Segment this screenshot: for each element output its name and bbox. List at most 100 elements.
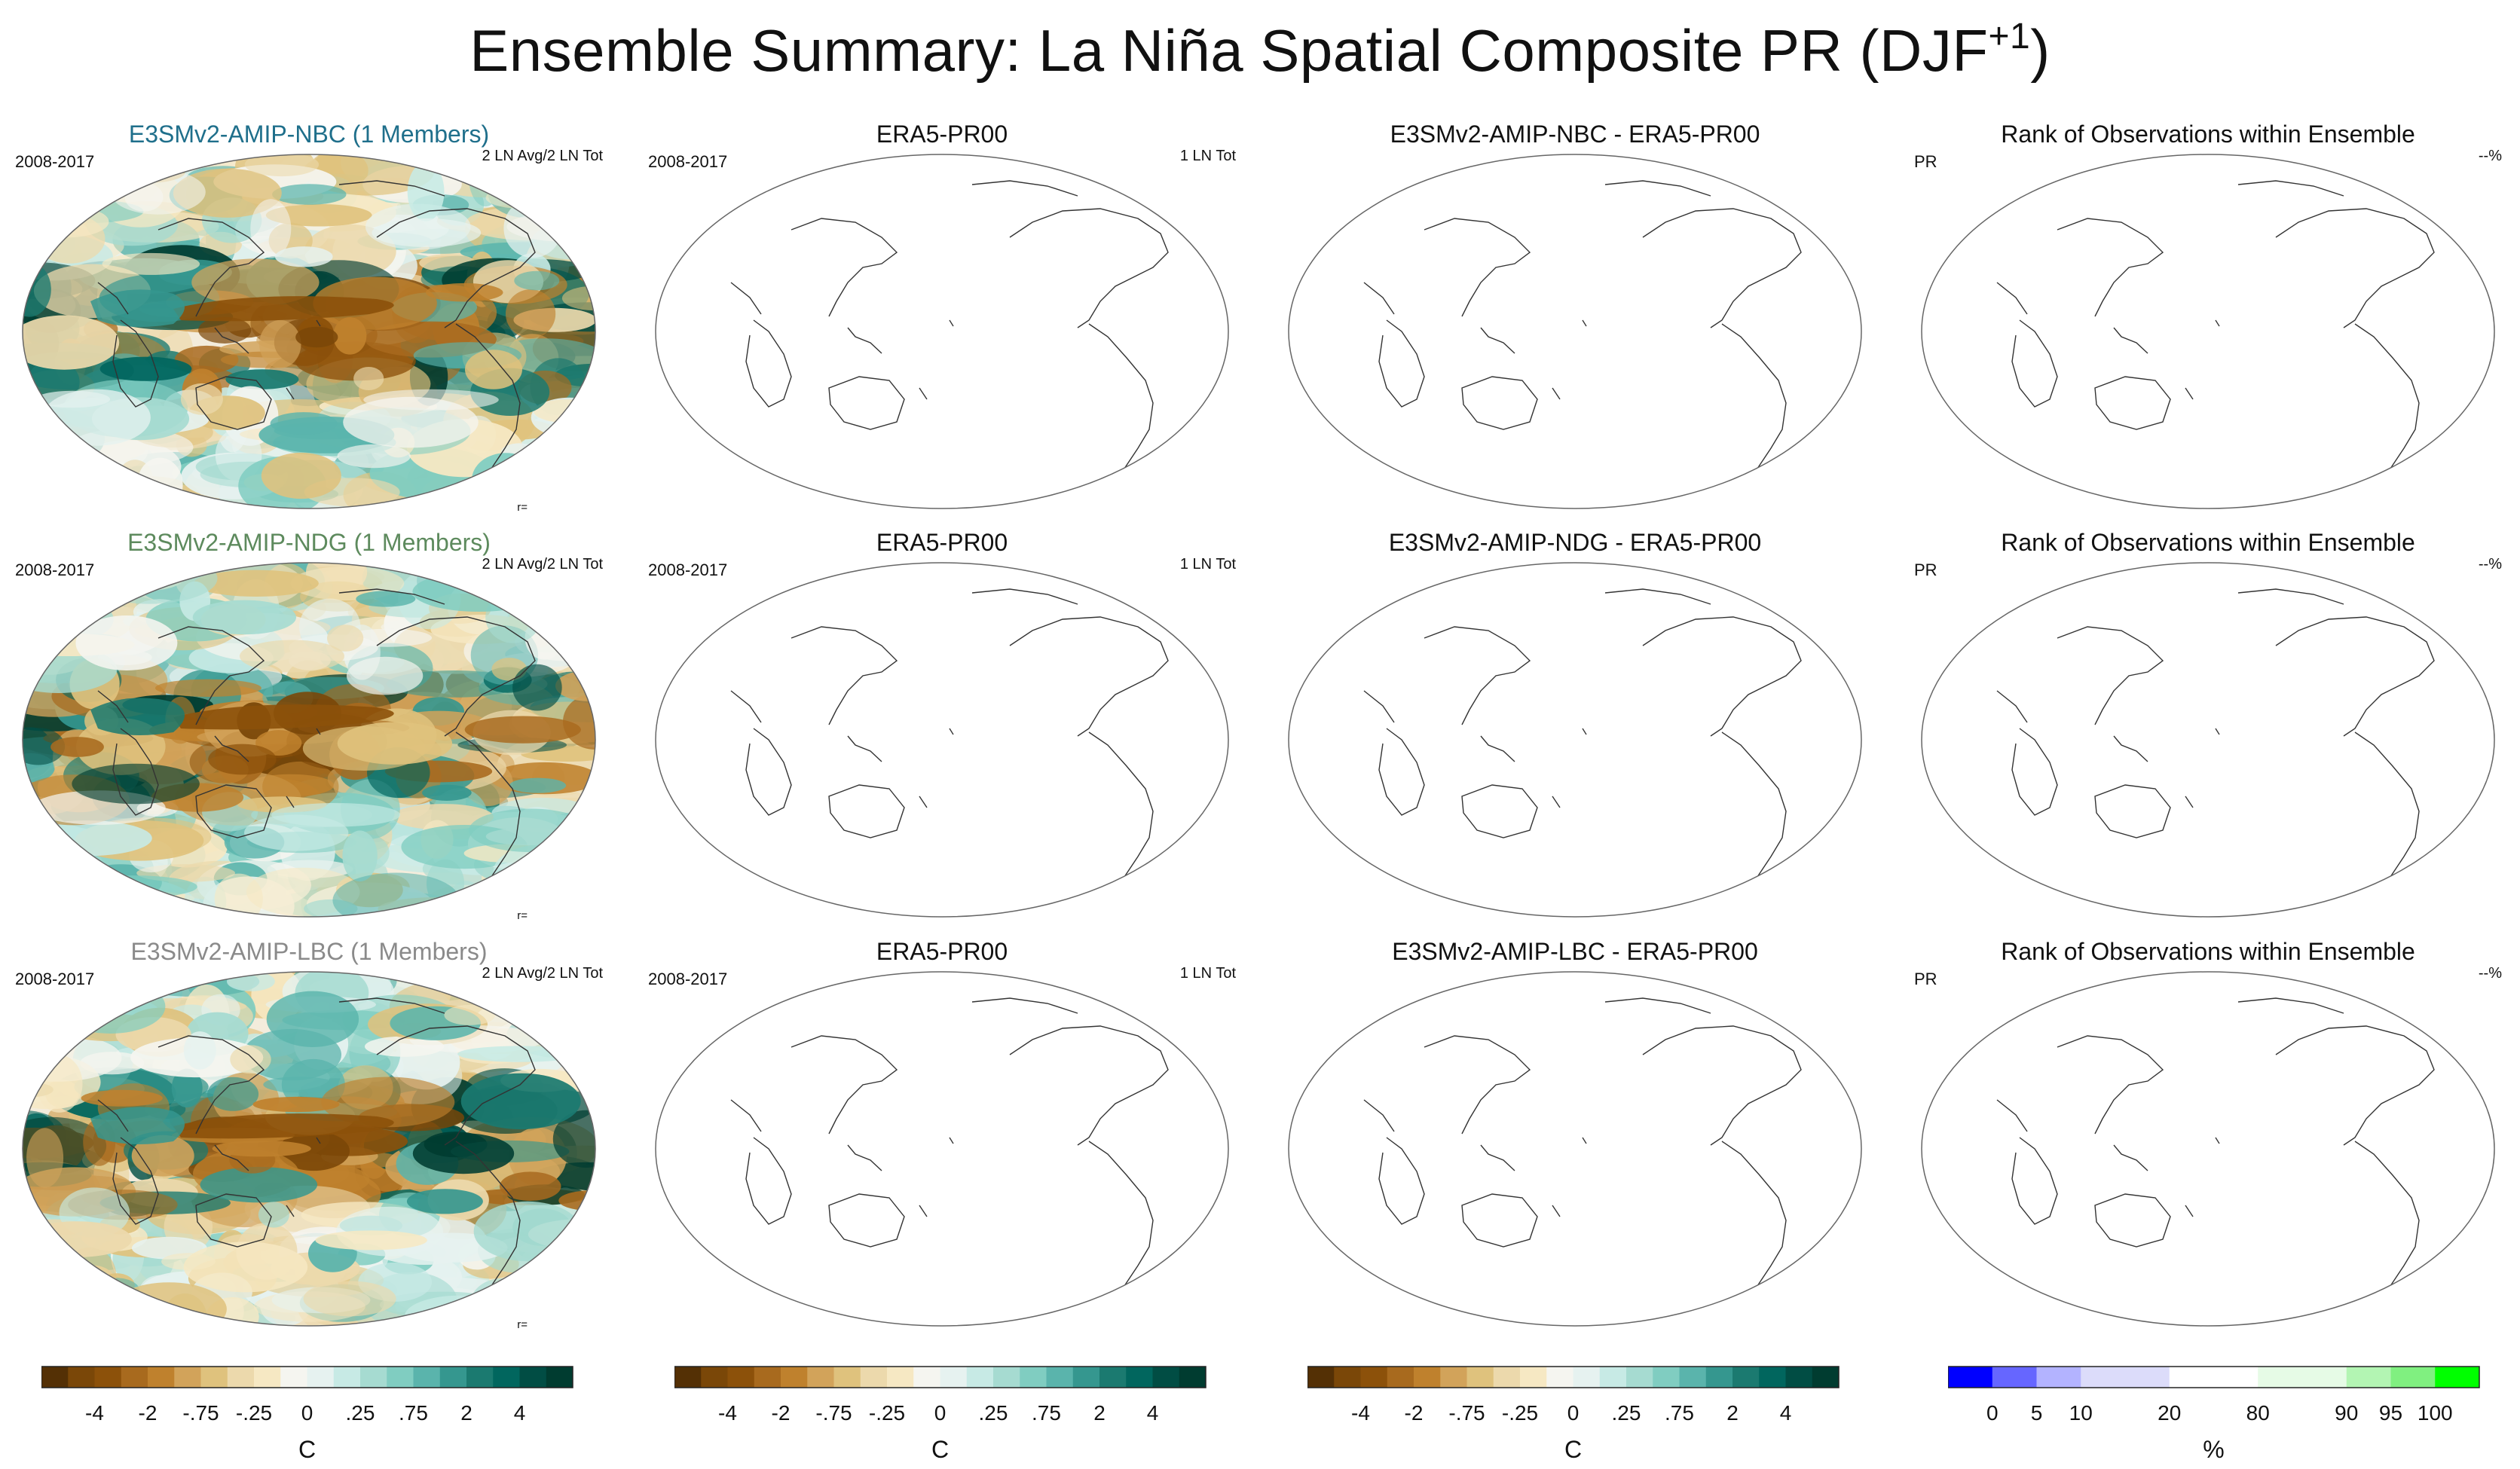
colorbar-swatch [1466, 1367, 1494, 1388]
colorbar-tick-label: .25 [1611, 1401, 1641, 1425]
colorbar-swatch [68, 1367, 95, 1388]
precip-anomaly-field [23, 154, 595, 508]
period-label: 2008-2017 [648, 560, 728, 579]
colorbar-swatch [307, 1367, 335, 1388]
panel-rank-row-2: Rank of Observations within Ensemble PR --… [1899, 529, 2517, 936]
colorbar-swatch [833, 1367, 861, 1388]
event-count-label: 1 LN Tot [1179, 965, 1236, 982]
colorbar-tick-label: -.75 [815, 1401, 852, 1425]
colorbar-tick-label: -.75 [1448, 1401, 1485, 1425]
colorbar-swatch [333, 1367, 361, 1388]
colorbar-tick-label: 2 [1093, 1401, 1106, 1425]
colorbar-swatch [387, 1367, 414, 1388]
colorbar-swatch [993, 1367, 1020, 1388]
world-map [22, 562, 596, 918]
colorbar-rank: 0 5 10 20 80 90 95 100% [1948, 1364, 2520, 1469]
colorbar-swatch [966, 1367, 994, 1388]
event-count-label: 1 LN Tot [1179, 556, 1236, 573]
colorbar-swatch [1099, 1367, 1127, 1388]
colorbar-swatch [1948, 1367, 1993, 1388]
colorbar-swatch [1493, 1367, 1521, 1388]
colorbar-tick-label: 10 [2069, 1401, 2093, 1425]
colorbar-swatch [887, 1367, 914, 1388]
colorbar-swatch [2258, 1367, 2303, 1388]
coastlines [97, 588, 536, 902]
panel-title: Rank of Observations within Ensemble [2001, 938, 2415, 965]
coastlines [730, 588, 1169, 902]
colorbar-tick-label: -.75 [182, 1401, 219, 1425]
colorbar-swatch [174, 1367, 201, 1388]
colorbar-tick-label: -.25 [1501, 1401, 1539, 1425]
percent-label: --% [2478, 965, 2502, 982]
colorbar-tick-label: -2 [138, 1401, 158, 1425]
colorbar-swatch [2125, 1367, 2170, 1388]
world-map [1288, 562, 1862, 918]
colorbar-tick-label: -2 [771, 1401, 791, 1425]
panel-model-row-2: E3SMv2-AMIP-NDG (1 Members) 2008-2017 2 LN… [0, 529, 618, 936]
colorbar-tick-label: .25 [345, 1401, 375, 1425]
colorbar-tick-label: 0 [301, 1401, 313, 1425]
map-boundary [1921, 971, 2495, 1327]
coastlines [1996, 997, 2435, 1312]
colorbar-swatch [1020, 1367, 1047, 1388]
colorbar-swatch [360, 1367, 387, 1388]
colorbar-model: -4 -2 -.75 -.25 0 .25 .75 2 4 C [41, 1364, 614, 1469]
precip-anomaly-field [23, 972, 595, 1326]
panel-diff-row-3: E3SMv2-AMIP-LBC - ERA5-PR00 [1266, 938, 1884, 1345]
colorbar-tick-label: 2 [460, 1401, 472, 1425]
colorbar-tick-label: .75 [399, 1401, 428, 1425]
colorbar-swatch [1152, 1367, 1180, 1388]
period-label: 2008-2017 [648, 970, 728, 988]
colorbar-swatch [1126, 1367, 1153, 1388]
panel-title: Rank of Observations within Ensemble [2001, 121, 2415, 148]
map-boundary [1288, 562, 1862, 918]
colorbar-swatch [148, 1367, 175, 1388]
colorbar-tick-label: -2 [1404, 1401, 1424, 1425]
colorbar-swatch [1546, 1367, 1573, 1388]
colorbar-swatch [1360, 1367, 1388, 1388]
colorbar-swatch [227, 1367, 255, 1388]
colorbar-swatch [1705, 1367, 1733, 1388]
colorbar-swatch [754, 1367, 781, 1388]
colorbar-swatch [439, 1367, 467, 1388]
world-map [1921, 154, 2495, 509]
colorbar-tick-label: -4 [1351, 1401, 1370, 1425]
coastlines [1996, 588, 2435, 902]
correlation-label: r= [517, 1318, 528, 1331]
panel-diff-row-2: E3SMv2-AMIP-NDG - ERA5-PR00 [1266, 529, 1884, 936]
colorbar-swatch [2036, 1367, 2081, 1388]
map-boundary [1288, 154, 1862, 509]
correlation-label: r= [517, 501, 528, 514]
colorbar-swatch [940, 1367, 968, 1388]
colorbar-swatch [546, 1367, 573, 1388]
colorbar-tick-label: 4 [1146, 1401, 1159, 1425]
colorbar-obs: -4 -2 -.75 -.25 0 .25 .75 2 4 C [674, 1364, 1247, 1469]
panel-title: E3SMv2-AMIP-LBC (1 Members) [130, 938, 488, 965]
period-label: 2008-2017 [15, 152, 95, 171]
colorbar-tick-label: 20 [2158, 1401, 2182, 1425]
colorbar-swatch [1307, 1367, 1335, 1388]
colorbar-swatch [1440, 1367, 1467, 1388]
map-boundary [22, 154, 596, 509]
colorbar-swatch [2169, 1367, 2214, 1388]
colorbar-tick-label: -.25 [868, 1401, 906, 1425]
map-boundary [22, 562, 596, 918]
panel-rank-row-1: Rank of Observations within Ensemble PR --… [1899, 121, 2517, 527]
panel-obs-row-2: ERA5-PR00 2008-2017 1 LN Tot [633, 529, 1251, 936]
colorbar-units-label: C [298, 1436, 317, 1463]
colorbar-swatch [254, 1367, 281, 1388]
panel-title: Rank of Observations within Ensemble [2001, 529, 2415, 556]
world-map [1288, 971, 1862, 1327]
colorbar-swatch [1573, 1367, 1601, 1388]
colorbar-units-label: C [1564, 1436, 1583, 1463]
colorbar-swatch [1732, 1367, 1760, 1388]
world-map [1921, 562, 2495, 918]
colorbar-tick-label: 80 [2246, 1401, 2270, 1425]
map-boundary [1288, 971, 1862, 1327]
colorbar-diff: -4 -2 -.75 -.25 0 .25 .75 2 4 C [1307, 1364, 1880, 1469]
correlation-label: r= [517, 909, 528, 922]
colorbar-swatch [1653, 1367, 1680, 1388]
colorbar-frame [1307, 1366, 1840, 1388]
world-map [22, 154, 596, 509]
